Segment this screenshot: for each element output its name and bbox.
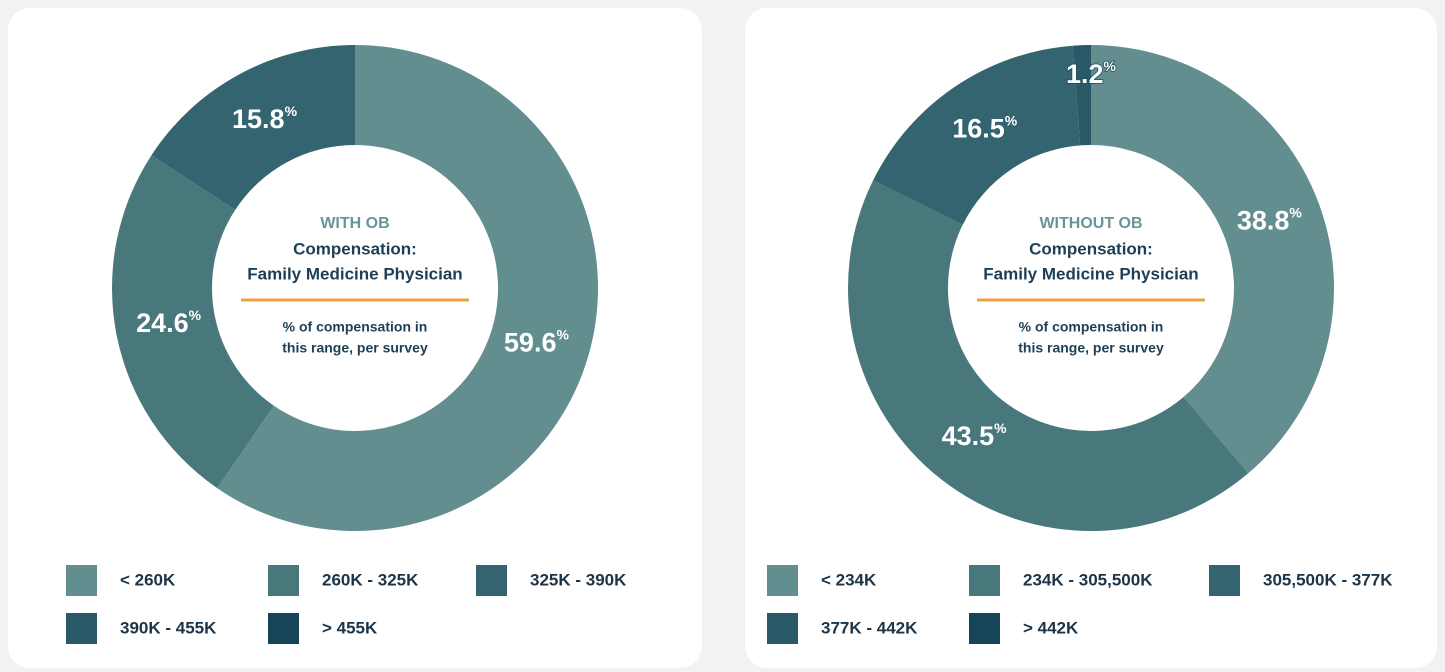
donut-slice xyxy=(217,45,599,531)
donut-slice xyxy=(151,45,355,210)
value-unit: % xyxy=(1289,204,1302,220)
legend-label: 390K - 455K xyxy=(120,618,217,637)
value-number: 38.8 xyxy=(1237,206,1290,236)
legend-swatch xyxy=(969,565,1000,596)
legend-swatch xyxy=(66,565,97,596)
legend-swatch xyxy=(1209,565,1240,596)
legend-label: < 260K xyxy=(120,570,176,589)
center-title: Compensation: xyxy=(1029,239,1153,258)
value-unit: % xyxy=(994,419,1007,435)
legend-label: 305,500K - 377K xyxy=(1263,570,1393,589)
value-unit: % xyxy=(285,103,298,119)
center-title: Family Medicine Physician xyxy=(247,264,462,283)
center-note: this range, per survey xyxy=(1018,340,1164,356)
value-label: 16.5% xyxy=(952,112,1018,143)
legend-label: < 234K xyxy=(821,570,877,589)
value-number: 59.6 xyxy=(504,328,557,358)
donut-slice xyxy=(847,180,1249,532)
value-number: 1.2 xyxy=(1066,59,1104,89)
legend-label: > 455K xyxy=(322,618,378,637)
value-unit: % xyxy=(1104,58,1117,74)
center-note: this range, per survey xyxy=(282,340,428,356)
donut-slice xyxy=(873,45,1081,225)
value-unit: % xyxy=(556,326,569,342)
donut-slice xyxy=(1072,45,1091,146)
center-note: % of compensation in xyxy=(1019,319,1164,335)
center-title: Family Medicine Physician xyxy=(983,264,1198,283)
value-unit: % xyxy=(1005,112,1018,128)
legend-swatch xyxy=(66,613,97,644)
legend-swatch xyxy=(767,565,798,596)
legend-swatch xyxy=(767,613,798,644)
legend-label: 325K - 390K xyxy=(530,570,627,589)
value-number: 24.6 xyxy=(136,308,189,338)
donut-slice xyxy=(112,155,274,489)
center-subtitle: WITH OB xyxy=(320,215,389,232)
value-label: 1.2% xyxy=(1066,58,1117,89)
center-note: % of compensation in xyxy=(283,319,428,335)
value-label: 43.5% xyxy=(942,419,1008,450)
value-number: 43.5 xyxy=(942,421,995,451)
value-label: 38.8% xyxy=(1237,204,1303,235)
value-unit: % xyxy=(189,306,202,322)
legend-label: 377K - 442K xyxy=(821,618,918,637)
value-label: 59.6% xyxy=(504,326,570,357)
value-number: 16.5 xyxy=(952,114,1005,144)
legend-label: 234K - 305,500K xyxy=(1023,570,1153,589)
center-subtitle: WITHOUT OB xyxy=(1039,215,1142,232)
legend-label: > 442K xyxy=(1023,618,1079,637)
value-number: 15.8 xyxy=(232,104,285,134)
legend-swatch xyxy=(268,565,299,596)
legend-swatch xyxy=(476,565,507,596)
value-label: 24.6% xyxy=(136,306,202,337)
legend-swatch xyxy=(969,613,1000,644)
legend-label: 260K - 325K xyxy=(322,570,419,589)
legend-swatch xyxy=(268,613,299,644)
value-label: 15.8% xyxy=(232,103,298,134)
center-title: Compensation: xyxy=(293,239,417,258)
donut-slice xyxy=(1091,45,1335,474)
